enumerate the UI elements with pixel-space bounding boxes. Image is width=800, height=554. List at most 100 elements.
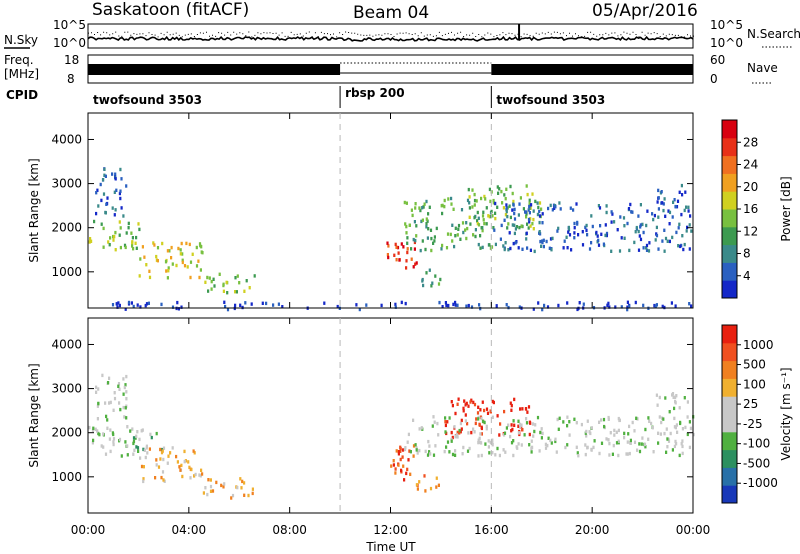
data-cell (517, 424, 520, 428)
data-cell (661, 304, 664, 309)
data-cell (489, 440, 492, 445)
data-cell (680, 212, 683, 217)
data-cell (127, 221, 130, 226)
data-cell (396, 245, 400, 250)
data-cell (541, 240, 544, 245)
freq-band (491, 64, 693, 75)
data-cell (551, 236, 554, 241)
data-cell (130, 301, 133, 305)
data-cell (617, 416, 620, 421)
colorbar-tick-label: 12 (743, 224, 758, 238)
data-cell (125, 184, 128, 188)
data-cell (428, 444, 431, 448)
data-cell (458, 431, 461, 435)
data-cell (410, 208, 413, 212)
data-cell (109, 428, 112, 432)
data-cell (633, 429, 636, 433)
data-cell (566, 301, 569, 305)
data-cell (170, 245, 173, 250)
data-cell (503, 193, 506, 197)
data-cell (200, 468, 203, 472)
data-cell (565, 235, 568, 239)
data-cell (181, 258, 184, 262)
data-cell (234, 276, 237, 280)
data-cell (585, 223, 588, 228)
data-cell (605, 233, 608, 238)
data-cell (468, 195, 471, 199)
data-cell (479, 408, 482, 412)
data-cell (531, 192, 534, 196)
data-cell (639, 203, 642, 207)
data-cell (210, 287, 213, 291)
data-cell (652, 450, 655, 454)
data-cell (613, 428, 616, 433)
data-cell (508, 231, 511, 235)
data-cell (550, 248, 553, 252)
data-cell (451, 435, 454, 440)
data-cell (402, 464, 405, 468)
data-cell (557, 226, 560, 231)
data-cell (96, 429, 99, 433)
data-cell (423, 474, 426, 478)
data-cell (131, 240, 134, 244)
data-cell (650, 421, 653, 426)
data-cell (538, 230, 541, 234)
data-cell (450, 439, 453, 443)
data-cell (654, 238, 657, 242)
data-cell (590, 241, 593, 245)
data-cell (118, 387, 121, 391)
data-cell (194, 472, 197, 477)
data-cell (663, 228, 666, 232)
panel-frame (87, 317, 694, 514)
data-cell (508, 204, 511, 208)
data-cell (566, 415, 569, 419)
colorbar-tick-label: -1000 (743, 476, 778, 490)
data-cell (226, 307, 230, 312)
data-cell (410, 247, 413, 251)
data-cell (678, 453, 681, 458)
data-cell (547, 436, 550, 440)
data-cell (473, 215, 476, 220)
data-cell (502, 244, 505, 248)
data-cell (584, 452, 587, 457)
data-cell (419, 248, 422, 253)
data-cell (473, 203, 476, 207)
data-cell (171, 305, 175, 309)
data-cell (471, 188, 474, 192)
data-cell (145, 302, 149, 306)
data-cell (464, 413, 467, 417)
noise-right-label: N.Search (747, 27, 800, 41)
data-cell (528, 220, 531, 224)
data-cell (657, 188, 660, 193)
data-cell (532, 434, 535, 438)
data-cell (533, 429, 536, 434)
data-cell (164, 260, 168, 264)
cpid-segment-label: rbsp 200 (345, 86, 404, 100)
data-cell (482, 210, 485, 214)
data-cell (394, 305, 397, 309)
data-cell (590, 426, 593, 430)
data-cell (590, 447, 593, 452)
data-cell (619, 215, 622, 219)
data-cell (526, 246, 529, 250)
data-cell (386, 253, 389, 257)
data-cell (95, 211, 98, 216)
colorbar-tick-label: -25 (743, 417, 763, 431)
data-cell (407, 458, 410, 462)
data-cell (467, 187, 470, 192)
data-cell (480, 432, 483, 436)
data-cell (629, 441, 632, 445)
data-cell (600, 441, 604, 445)
data-cell (109, 449, 112, 454)
data-cell (671, 393, 674, 397)
data-cell (88, 425, 91, 430)
data-cell (418, 448, 421, 453)
data-cell (532, 227, 535, 231)
data-cell (98, 432, 101, 437)
data-cell (451, 452, 455, 457)
data-cell (658, 415, 661, 419)
data-cell (380, 303, 383, 308)
data-cell (537, 205, 540, 210)
data-cell (397, 251, 400, 255)
data-cell (404, 301, 407, 306)
